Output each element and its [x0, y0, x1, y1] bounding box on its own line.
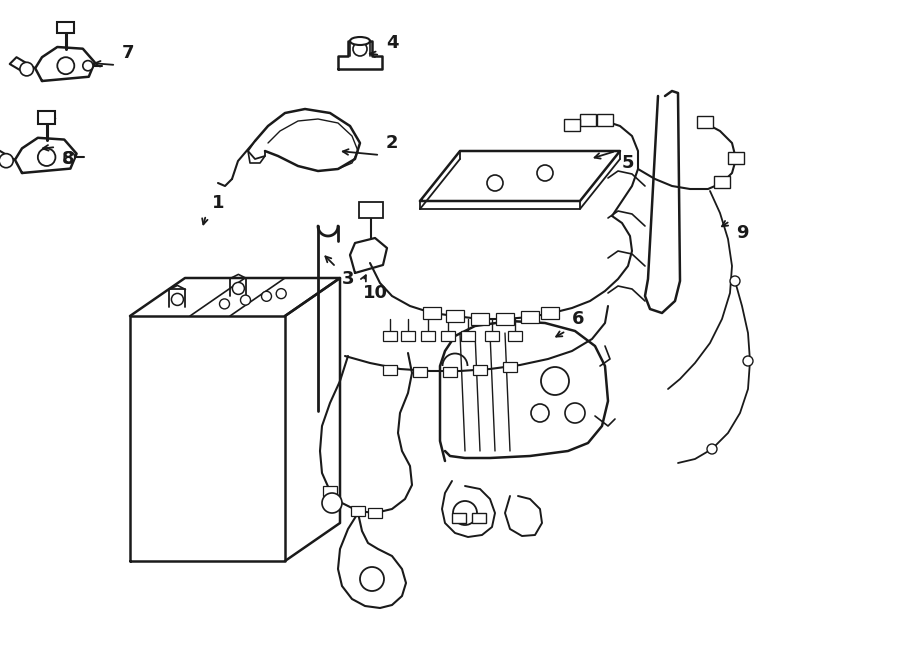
Circle shape — [20, 62, 33, 76]
Circle shape — [730, 276, 740, 286]
Bar — [443, 367, 457, 377]
Bar — [441, 331, 455, 341]
Bar — [401, 331, 415, 341]
Circle shape — [353, 42, 367, 56]
Bar — [728, 152, 744, 164]
Bar — [323, 486, 337, 496]
Circle shape — [322, 493, 342, 513]
Bar — [383, 331, 397, 341]
Circle shape — [276, 289, 286, 299]
Bar — [461, 331, 475, 341]
Text: 8: 8 — [62, 150, 75, 168]
Text: 3: 3 — [342, 270, 355, 288]
Text: 6: 6 — [572, 310, 584, 328]
Text: 7: 7 — [122, 44, 134, 62]
Text: 2: 2 — [386, 134, 398, 152]
Circle shape — [537, 165, 553, 181]
Bar — [508, 331, 522, 341]
Bar — [714, 176, 730, 188]
Bar — [471, 313, 489, 325]
Circle shape — [220, 299, 230, 309]
Bar — [423, 307, 441, 319]
Circle shape — [541, 367, 569, 395]
Text: 1: 1 — [212, 194, 224, 212]
Circle shape — [743, 356, 753, 366]
Bar — [368, 508, 382, 518]
Bar — [38, 112, 56, 124]
Ellipse shape — [350, 37, 370, 45]
Bar — [452, 513, 466, 523]
Circle shape — [360, 567, 384, 591]
Text: 4: 4 — [386, 34, 398, 52]
Text: 9: 9 — [736, 224, 748, 242]
Circle shape — [531, 404, 549, 422]
Circle shape — [232, 282, 245, 294]
Circle shape — [171, 293, 184, 305]
Bar — [472, 513, 486, 523]
Bar — [503, 362, 517, 372]
Circle shape — [0, 153, 14, 168]
Bar — [697, 116, 713, 128]
Circle shape — [453, 501, 477, 525]
Bar — [597, 114, 613, 126]
Bar — [421, 331, 435, 341]
Bar — [564, 119, 580, 131]
Bar — [359, 202, 383, 218]
Circle shape — [487, 175, 503, 191]
Circle shape — [262, 292, 272, 301]
Circle shape — [240, 295, 250, 305]
Bar — [473, 365, 487, 375]
Bar — [351, 506, 365, 516]
Bar — [496, 313, 514, 325]
Bar — [521, 311, 539, 323]
Circle shape — [58, 58, 75, 74]
Circle shape — [38, 148, 56, 166]
Bar — [413, 367, 427, 377]
Bar — [580, 114, 596, 126]
Bar — [485, 331, 499, 341]
Circle shape — [565, 403, 585, 423]
Bar — [541, 307, 559, 319]
Text: 5: 5 — [622, 154, 634, 172]
Circle shape — [83, 61, 93, 71]
Circle shape — [64, 152, 75, 163]
Circle shape — [707, 444, 717, 454]
Text: 10: 10 — [363, 284, 388, 302]
Bar — [446, 310, 464, 322]
Bar — [58, 22, 75, 34]
Bar — [383, 365, 397, 375]
